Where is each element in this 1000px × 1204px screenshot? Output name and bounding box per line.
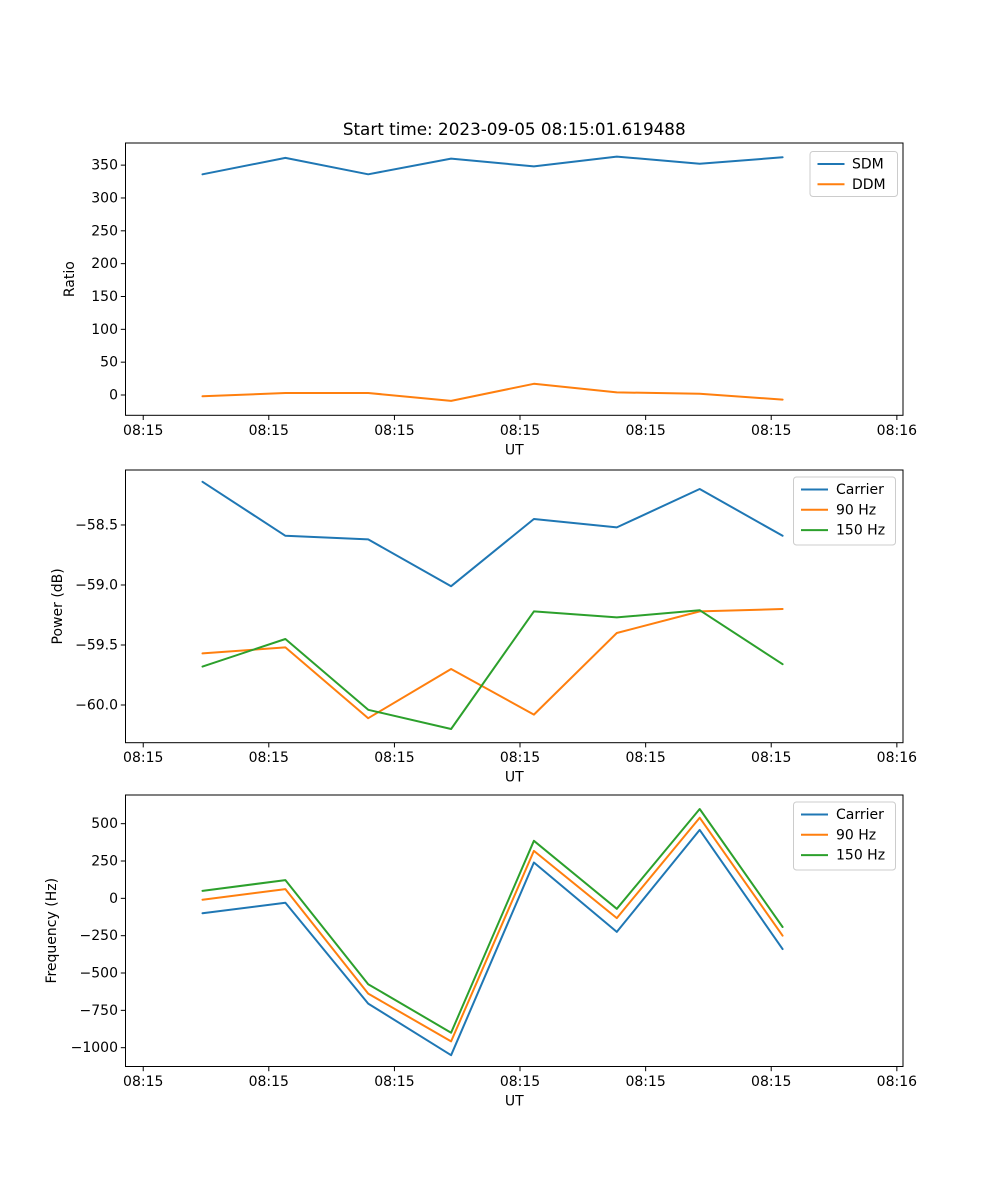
legend: Carrier 90 Hz 150 Hz xyxy=(793,801,896,871)
y-axis-label: Frequency (Hz) xyxy=(44,878,60,984)
legend-label: 150 Hz xyxy=(836,523,885,539)
y-tick-label: 350 xyxy=(91,158,118,174)
x-tick-label: 08:15 xyxy=(751,750,791,766)
x-axis-label: UT xyxy=(505,770,524,786)
y-tick-label: −750 xyxy=(80,1003,118,1019)
x-axis-label: UT xyxy=(505,442,524,458)
x-tick-label: 08:15 xyxy=(374,423,414,439)
legend-label: 90 Hz xyxy=(836,827,876,843)
series-ddm-line xyxy=(201,382,784,402)
x-axis: 08:15 08:15 08:15 08:15 08:15 08:15 08:16 xyxy=(123,1066,917,1090)
x-tick-label: 08:15 xyxy=(123,423,163,439)
x-tick-label: 08:15 xyxy=(123,1074,163,1090)
plot-area xyxy=(125,142,904,416)
x-tick-label: 08:15 xyxy=(500,750,540,766)
x-tick-label: 08:15 xyxy=(625,423,665,439)
plot-area xyxy=(125,794,904,1067)
subplot-ratio: 08:15 08:15 08:15 08:15 08:15 08:15 08:16 UT 0 50… xyxy=(62,119,917,458)
y-tick-label: −58.5 xyxy=(75,517,118,533)
x-tick-label: 08:15 xyxy=(751,1074,791,1090)
legend-label: Carrier xyxy=(836,482,884,498)
y-tick-label: −500 xyxy=(80,965,118,981)
legend-label: Carrier xyxy=(836,807,884,823)
y-axis: 500 250 0 −250 −500 −750 −1000 xyxy=(71,816,126,1056)
y-tick-label: −60.0 xyxy=(75,697,118,713)
y-tick-label: 500 xyxy=(91,816,118,832)
subplot-frequency: 08:15 08:15 08:15 08:15 08:15 08:15 08:16 UT 500… xyxy=(44,794,917,1110)
y-tick-label: 100 xyxy=(91,322,118,338)
x-tick-label: 08:15 xyxy=(625,750,665,766)
legend-label: 90 Hz xyxy=(836,502,876,518)
chart-title: Start time: 2023-09-05 08:15:01.619488 xyxy=(343,119,686,139)
y-axis: 0 50 100 150 200 250 300 350 xyxy=(91,158,126,403)
y-axis: −58.5 −59.0 −59.5 −60.0 xyxy=(75,517,126,713)
x-tick-label: 08:15 xyxy=(249,423,289,439)
y-axis-label: Ratio xyxy=(62,261,78,297)
y-tick-label: 0 xyxy=(109,387,118,403)
series-sdm-line xyxy=(201,155,784,176)
x-tick-label: 08:15 xyxy=(500,1074,540,1090)
series-carrier-line xyxy=(201,828,784,1057)
x-tick-label: 08:15 xyxy=(374,750,414,766)
x-tick-label: 08:15 xyxy=(374,1074,414,1090)
y-tick-label: 0 xyxy=(109,891,118,907)
y-tick-label: −1000 xyxy=(71,1040,118,1056)
subplot-power: 08:15 08:15 08:15 08:15 08:15 08:15 08:16 UT −58… xyxy=(50,469,917,786)
legend-label: DDM xyxy=(852,177,886,193)
x-axis: 08:15 08:15 08:15 08:15 08:15 08:15 08:16 xyxy=(123,742,917,766)
y-tick-label: 250 xyxy=(91,853,118,869)
series-carrier-line xyxy=(201,480,784,588)
series-90-hz-line xyxy=(201,608,784,720)
series-150-hz-line xyxy=(201,808,784,1034)
legend-label: SDM xyxy=(852,156,884,172)
y-tick-label: −250 xyxy=(80,928,118,944)
x-axis-label: UT xyxy=(505,1094,524,1110)
x-axis: 08:15 08:15 08:15 08:15 08:15 08:15 08:16 xyxy=(123,415,917,439)
x-tick-label: 08:15 xyxy=(751,423,791,439)
y-tick-label: 300 xyxy=(91,190,118,206)
y-tick-label: 50 xyxy=(100,355,118,371)
series-150-hz-line xyxy=(201,609,784,730)
legend-label: 150 Hz xyxy=(836,848,885,864)
legend: Carrier 90 Hz 150 Hz xyxy=(793,476,896,546)
y-tick-label: −59.5 xyxy=(75,637,118,653)
x-tick-label: 08:15 xyxy=(500,423,540,439)
x-tick-label: 08:15 xyxy=(123,750,163,766)
x-tick-label: 08:16 xyxy=(877,423,917,439)
legend: SDM DDM xyxy=(809,151,898,197)
y-axis-label: Power (dB) xyxy=(50,568,66,644)
x-tick-label: 08:16 xyxy=(877,1074,917,1090)
y-tick-label: 150 xyxy=(91,289,118,305)
x-tick-label: 08:15 xyxy=(249,750,289,766)
series-90-hz-line xyxy=(201,816,784,1043)
x-tick-label: 08:15 xyxy=(249,1074,289,1090)
y-tick-label: 250 xyxy=(91,223,118,239)
y-tick-label: −59.0 xyxy=(75,577,118,593)
legend-box xyxy=(793,476,896,546)
y-tick-label: 200 xyxy=(91,256,118,272)
legend-box xyxy=(793,801,896,871)
x-tick-label: 08:16 xyxy=(877,750,917,766)
plot-area xyxy=(125,469,904,744)
x-tick-label: 08:15 xyxy=(625,1074,665,1090)
